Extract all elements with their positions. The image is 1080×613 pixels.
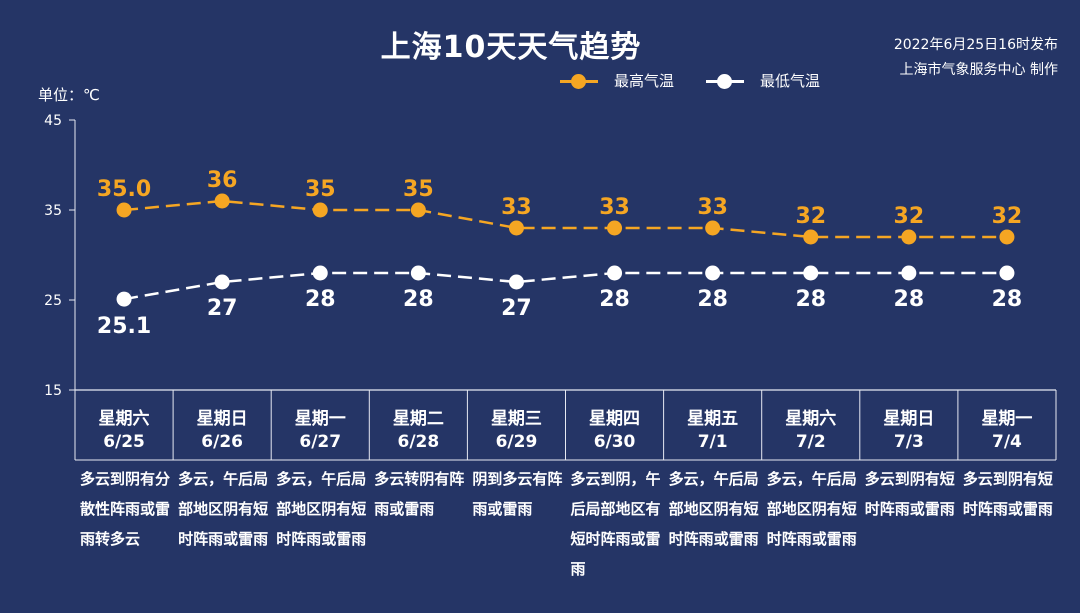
date-label: 6/29 <box>495 432 538 452</box>
date-label: 6/28 <box>397 432 440 452</box>
low-temp-label: 28 <box>795 287 826 312</box>
weather-description: 多云到阴有分散性阵雨或雷雨转多云 <box>80 470 171 548</box>
high-temp-label: 36 <box>207 168 238 193</box>
low-temp-line <box>123 271 1007 301</box>
legend-high-label: 最高气温 <box>614 72 675 90</box>
high-temp-point <box>705 220 721 236</box>
high-temp-label: 35 <box>305 177 336 202</box>
weather-description: 多云转阴有阵雨或雷雨 <box>374 470 465 518</box>
weekday-label: 星期一 <box>294 409 346 429</box>
legend-item-high: 最高气温 <box>560 70 674 91</box>
high-temp-point <box>410 202 426 218</box>
low-temp-point <box>508 274 524 290</box>
low-temp-point <box>999 265 1015 281</box>
weather-description: 多云到阴有短时阵雨或雷雨 <box>864 470 955 518</box>
weekday-label: 星期三 <box>490 409 542 429</box>
y-tick-label: 45 <box>44 113 62 129</box>
date-label: 7/2 <box>795 432 826 452</box>
high-temp-point <box>116 202 132 218</box>
weekday-label: 星期六 <box>98 409 150 429</box>
weekday-label: 星期日 <box>196 409 248 429</box>
issue-info: 2022年6月25日16时发布 上海市气象服务中心 制作 <box>894 33 1058 83</box>
weekday-label: 星期四 <box>589 409 641 429</box>
low-temp-point <box>116 291 132 307</box>
legend-low-marker <box>706 71 745 91</box>
low-temp-label: 27 <box>207 296 238 321</box>
weather-description: 多云，午后局部地区阴有短时阵雨或雷雨 <box>668 470 759 548</box>
low-temp-label: 28 <box>599 287 630 312</box>
issue-time: 2022年6月25日16时发布 <box>893 37 1058 53</box>
high-temp-label: 35.0 <box>97 177 151 202</box>
high-temp-point <box>803 229 819 245</box>
high-temp-label: 35 <box>403 177 434 202</box>
weather-description: 多云，午后局部地区阴有短时阵雨或雷雨 <box>178 470 269 548</box>
high-temp-label: 32 <box>894 204 925 229</box>
high-temp-point <box>312 202 328 218</box>
y-tick-label: 25 <box>44 293 62 309</box>
high-temp-label: 32 <box>992 204 1023 229</box>
legend-low-label: 最低气温 <box>760 72 821 90</box>
weekday-label: 星期一 <box>981 409 1033 429</box>
high-temp-label: 33 <box>501 195 532 220</box>
date-label: 7/1 <box>697 432 728 452</box>
low-temp-label: 28 <box>894 287 925 312</box>
date-label: 7/4 <box>992 432 1022 452</box>
high-temp-point <box>214 193 230 209</box>
low-temp-label: 28 <box>697 287 728 312</box>
weekday-label: 星期五 <box>687 409 739 429</box>
weather-description: 多云到阴有短时阵雨或雷雨 <box>962 470 1053 518</box>
unit-label: 单位：℃ <box>38 86 100 104</box>
high-temp-point <box>999 229 1015 245</box>
weather-description: 多云到阴，午后局部地区有短时阵雨或雷雨 <box>570 470 661 578</box>
low-temp-point <box>607 265 623 281</box>
weather-description: 多云，午后局部地区阴有短时阵雨或雷雨 <box>766 470 857 548</box>
high-temp-point <box>607 220 623 236</box>
y-tick-label: 35 <box>44 203 62 219</box>
low-temp-point <box>705 265 721 281</box>
high-temp-point <box>901 229 917 245</box>
high-temp-label: 33 <box>697 195 728 220</box>
low-temp-point <box>214 274 230 290</box>
legend-item-low: 最低气温 <box>706 70 820 91</box>
date-label: 6/25 <box>103 432 145 452</box>
low-temp-point <box>901 265 917 281</box>
high-temp-label: 33 <box>599 195 630 220</box>
date-label: 6/30 <box>593 432 636 452</box>
chart-title: 上海10天天气趋势 <box>380 30 642 65</box>
low-temp-label: 25.1 <box>97 314 151 339</box>
low-temp-point <box>803 265 819 281</box>
low-temp-point <box>312 265 328 281</box>
weather-description: 多云，午后局部地区阴有短时阵雨或雷雨 <box>276 470 367 548</box>
low-temp-point <box>410 265 426 281</box>
date-label: 6/26 <box>201 432 243 452</box>
weekday-label: 星期二 <box>392 409 444 429</box>
weekday-label: 星期六 <box>785 409 837 429</box>
low-temp-label: 27 <box>501 296 532 321</box>
high-temp-point <box>508 220 524 236</box>
weekday-label: 星期日 <box>883 409 935 429</box>
low-temp-label: 28 <box>305 287 336 312</box>
date-label: 7/3 <box>893 432 924 452</box>
legend: 最高气温 最低气温 <box>560 70 852 91</box>
date-label: 6/27 <box>299 432 342 452</box>
y-tick-label: 15 <box>44 383 62 399</box>
high-temp-label: 32 <box>795 204 826 229</box>
low-temp-label: 28 <box>403 287 434 312</box>
high-temp-line <box>123 199 1007 239</box>
legend-high-marker <box>560 71 598 91</box>
weather-description: 阴到多云有阵雨或雷雨 <box>472 470 563 518</box>
low-temp-label: 28 <box>992 287 1023 312</box>
publisher: 上海市气象服务中心 制作 <box>899 62 1058 78</box>
